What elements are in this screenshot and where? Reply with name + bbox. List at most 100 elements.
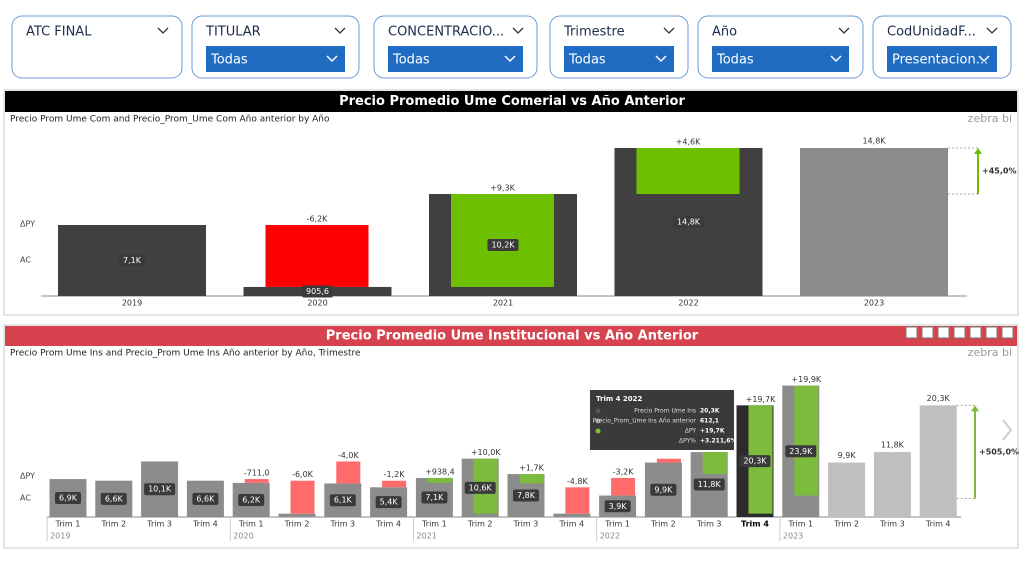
delta-bar [244, 479, 269, 483]
toolbar-icon[interactable] [969, 326, 982, 339]
x-tick-label: Trim 2 [100, 520, 126, 529]
x-tick-label: Trim 1 [238, 520, 264, 529]
dropdown[interactable] [206, 46, 345, 72]
toolbar-icon[interactable] [953, 326, 966, 339]
chevron [512, 27, 524, 34]
x-tick-label: Trim 4 [375, 520, 401, 529]
value-label: 7,8K [517, 491, 536, 500]
toolbar-icon[interactable] [921, 326, 934, 339]
slicer-title: Año [712, 25, 737, 40]
tooltip-marker [595, 428, 601, 434]
delta-label: -1,2K [384, 470, 406, 479]
x-tick-label: Trim 3 [696, 520, 722, 529]
x-tick-label: 2020 [307, 299, 327, 308]
tooltip-value: 20,3K [700, 408, 720, 415]
label-box [329, 494, 356, 507]
group-label: 2021 [417, 532, 437, 541]
label-box [55, 492, 81, 505]
x-tick-label: Trim 4 [925, 520, 951, 529]
delta-bar [336, 461, 361, 484]
dropdown-value: Todas [568, 53, 606, 68]
value-label: 905,6 [306, 287, 329, 296]
chevron [986, 27, 998, 34]
toolbar-icon[interactable] [905, 326, 918, 339]
group-label: 2023 [783, 532, 803, 541]
label-box [604, 500, 631, 513]
scroll-chevron[interactable] [1002, 419, 1013, 441]
row-label: ΔPY [20, 220, 35, 229]
x-tick-label: 2023 [864, 299, 884, 308]
x-tick-label: 2022 [678, 299, 698, 308]
tooltip-value: +3.211,6% [700, 438, 736, 445]
logo: zebra bi [968, 346, 1012, 359]
value-label: 6,2K [242, 495, 261, 504]
label-box [785, 445, 817, 458]
x-tick-label: Trim 3 [513, 520, 539, 529]
tooltip-label: Precio_Prom_Ume Ins Año anterior [593, 418, 697, 425]
delta-label: -711,0 [244, 469, 270, 478]
variance-label: +505,0% [979, 447, 1019, 456]
delta-label: -6,0K [292, 470, 314, 479]
delta-label: -3,2K [613, 467, 635, 476]
tooltip-value: +19,7K [700, 428, 725, 435]
variance-label: +45,0% [982, 166, 1016, 175]
delta-label: +10,0K [471, 448, 502, 457]
delta-label: +4,6K [676, 138, 701, 147]
delta-bar [427, 477, 452, 483]
x-tick-label: 2021 [493, 299, 513, 308]
dropdown-value: Todas [210, 53, 248, 68]
delta-label: +19,9K [791, 375, 822, 384]
chevron [504, 55, 516, 63]
delta-bar [519, 474, 544, 484]
dropdown[interactable] [712, 46, 849, 72]
delta-bar [656, 458, 681, 463]
bar [828, 462, 866, 517]
delta-label: +9,3K [490, 184, 515, 193]
x-tick-label: Trim 2 [833, 520, 859, 529]
tooltip-marker [595, 418, 601, 424]
toolbar-icon[interactable] [985, 326, 998, 339]
delta-label: -4,0K [338, 451, 360, 460]
chevron [838, 27, 850, 34]
value-label: 3,9K [609, 502, 628, 511]
dropdown-value: Todas [392, 53, 430, 68]
label-box [375, 496, 402, 509]
x-tick-label: Trim 1 [421, 520, 447, 529]
x-tick-label: Trim 1 [787, 520, 813, 529]
value-label: 6,9K [59, 494, 78, 503]
slicer-title: TITULAR [205, 25, 261, 40]
x-tick-label: Trim 4 [558, 520, 584, 529]
value-label: 10,1K [148, 485, 172, 494]
dropdown[interactable] [388, 46, 523, 72]
dropdown[interactable] [564, 46, 674, 72]
x-tick-label: Trim 3 [879, 520, 905, 529]
label-box [302, 285, 333, 298]
chevron [326, 55, 338, 63]
tooltip-label: ΔPY% [679, 438, 696, 445]
x-tick-label: Trim 2 [467, 520, 493, 529]
chart-subtitle: Precio Prom Ume Com and Precio_Prom_Ume … [10, 115, 330, 125]
chevron [663, 27, 675, 34]
toolbar-icon[interactable] [1001, 326, 1014, 339]
dropdown[interactable] [887, 46, 997, 72]
chart-header [5, 326, 1017, 346]
slicer[interactable] [11, 15, 183, 79]
dropdown-value: Presentacion... [892, 53, 988, 68]
value-label: 11,8K [881, 441, 905, 450]
chevron [830, 55, 842, 63]
label-box [238, 493, 265, 506]
bar [553, 513, 591, 517]
value-label: 20,3K [927, 394, 951, 403]
label-box [192, 492, 219, 505]
value-label: 9,9K [838, 451, 857, 460]
chevron [978, 55, 990, 63]
value-label: 5,4K [380, 498, 399, 507]
toolbar-icon[interactable] [937, 326, 950, 339]
delta-bar [611, 477, 636, 496]
dropdown-value: Todas [716, 53, 754, 68]
value-label: 14,8K [862, 137, 886, 146]
x-tick-label: Trim 3 [329, 520, 355, 529]
x-tick-label: Trim 3 [146, 520, 172, 529]
delta-bar [794, 385, 819, 496]
